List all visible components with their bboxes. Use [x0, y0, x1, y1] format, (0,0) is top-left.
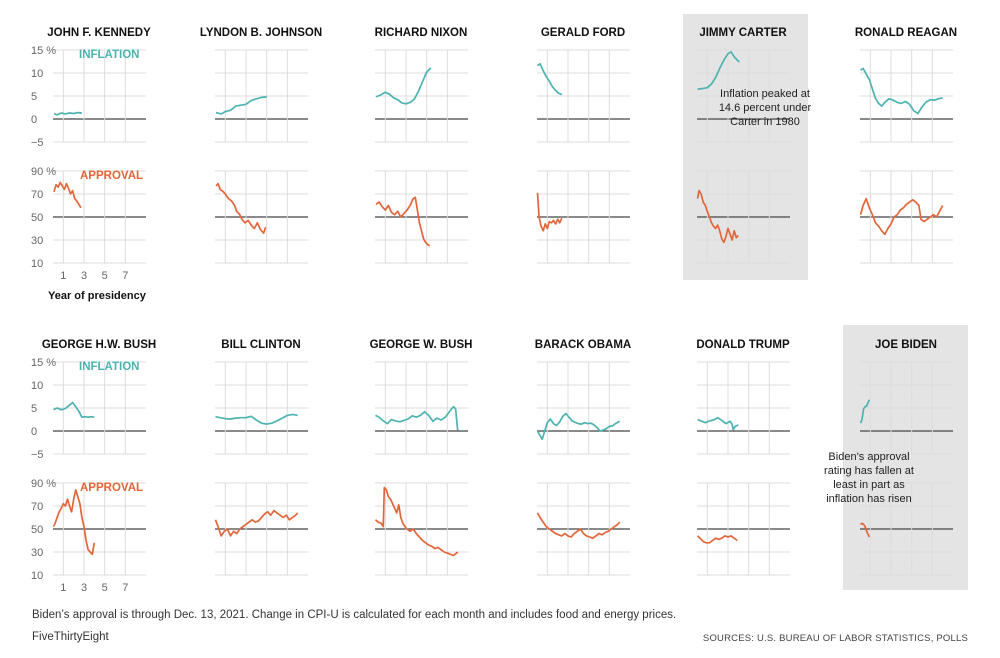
approval-line-joe-biden: [860, 522, 871, 538]
approval-y-tick-label: 70: [31, 501, 43, 513]
president-name-gerald-ford: GERALD FORD: [541, 27, 625, 39]
president-name-ronald-reagan: RONALD REAGAN: [855, 27, 957, 39]
inflation-line-donald-trump: [697, 416, 739, 431]
approval-y-tick-label: 10: [31, 258, 43, 270]
annotation-carter-line: Inflation peaked at: [720, 88, 810, 100]
x-tick-label: 5: [102, 270, 108, 282]
highlight-panel-joe-biden: [843, 325, 968, 590]
inflation-series-label: INFLATION: [79, 49, 139, 61]
inflation-line-ronald-reagan: [860, 67, 943, 115]
inflation-line-gerald-ford: [537, 62, 563, 96]
inflation-y-tick-label: 5: [31, 91, 37, 103]
inflation-y-tick-label: 15 %: [31, 45, 56, 57]
approval-y-tick-label: 30: [31, 547, 43, 559]
inflation-y-tick-label: 10: [31, 380, 43, 392]
approval-y-tick-label: 30: [31, 235, 43, 247]
approval-y-tick-label: 90 %: [31, 166, 56, 178]
president-name-john-f-kennedy: JOHN F. KENNEDY: [47, 27, 151, 39]
inflation-line-richard-nixon: [375, 67, 432, 105]
inflation-y-tick-label: 10: [31, 68, 43, 80]
inflation-line-barack-obama: [536, 412, 621, 441]
x-tick-label: 5: [102, 582, 108, 594]
president-name-barack-obama: BARACK OBAMA: [535, 339, 631, 351]
inflation-y-tick-label: −5: [31, 137, 44, 149]
annotation-biden-line: Biden’s approval: [828, 451, 909, 463]
approval-line-george-h-w-bush: [52, 489, 96, 556]
approval-y-tick-label: 70: [31, 189, 43, 201]
president-name-george-h-w-bush: GEORGE H.W. BUSH: [42, 339, 156, 351]
president-name-joe-biden: JOE BIDEN: [875, 339, 937, 351]
approval-line-gerald-ford: [536, 192, 563, 232]
inflation-y-tick-label: 0: [31, 114, 37, 126]
approval-series-label: APPROVAL: [80, 482, 143, 494]
annotation-biden-line: rating has fallen at: [824, 465, 914, 477]
annotation-carter-line: Carter in 1980: [730, 116, 800, 128]
approval-line-barack-obama: [536, 512, 621, 540]
inflation-y-tick-label: 0: [31, 426, 37, 438]
approval-y-tick-label: 50: [31, 524, 43, 536]
inflation-line-lyndon-b-johnson: [215, 96, 267, 115]
x-tick-label: 7: [122, 270, 128, 282]
approval-line-jimmy-carter: [696, 189, 739, 244]
highlight-panel-jimmy-carter: [683, 14, 808, 280]
approval-line-richard-nixon: [375, 196, 431, 247]
inflation-line-john-f-kennedy: [53, 111, 82, 116]
president-name-bill-clinton: BILL CLINTON: [221, 339, 300, 351]
annotation-carter-line: 14.6 percent under: [719, 102, 812, 114]
footnote: Biden’s approval is through Dec. 13, 202…: [32, 609, 677, 621]
inflation-y-tick-label: 5: [31, 403, 37, 415]
approval-y-tick-label: 90 %: [31, 478, 56, 490]
approval-line-lyndon-b-johnson: [215, 182, 267, 234]
president-name-richard-nixon: RICHARD NIXON: [375, 27, 468, 39]
inflation-line-bill-clinton: [215, 413, 298, 425]
approval-series-label: APPROVAL: [80, 170, 143, 182]
x-tick-label: 7: [122, 582, 128, 594]
x-tick-label: 1: [60, 582, 66, 594]
inflation-line-jimmy-carter: [697, 50, 740, 90]
inflation-y-tick-label: 15 %: [31, 357, 56, 369]
president-name-george-w-bush: GEORGE W. BUSH: [370, 339, 473, 351]
president-name-jimmy-carter: JIMMY CARTER: [699, 27, 787, 39]
approval-line-ronald-reagan: [859, 197, 944, 236]
inflation-line-joe-biden: [859, 399, 871, 424]
president-name-donald-trump: DONALD TRUMP: [696, 339, 790, 351]
source-note: SOURCES: U.S. BUREAU OF LABOR STATISTICS…: [702, 633, 968, 644]
inflation-line-george-h-w-bush: [53, 401, 95, 419]
x-tick-label: 3: [81, 582, 87, 594]
approval-line-john-f-kennedy: [53, 181, 82, 209]
x-axis-title: Year of presidency: [48, 290, 147, 302]
x-tick-label: 3: [81, 270, 87, 282]
inflation-y-tick-label: −5: [31, 449, 44, 461]
approval-y-tick-label: 50: [31, 212, 43, 224]
inflation-line-george-w-bush: [375, 405, 459, 431]
x-tick-label: 1: [60, 270, 66, 282]
brand-logo-text: FiveThirtyEight: [32, 631, 109, 643]
approval-line-donald-trump: [696, 535, 738, 544]
president-name-lyndon-b-johnson: LYNDON B. JOHNSON: [200, 27, 322, 39]
approval-line-bill-clinton: [214, 509, 299, 537]
approval-y-tick-label: 10: [31, 570, 43, 582]
approval-line-george-w-bush: [374, 486, 459, 557]
annotation-biden-line: least in part as: [833, 479, 905, 491]
annotation-biden-line: inflation has risen: [826, 493, 912, 505]
inflation-series-label: INFLATION: [79, 361, 139, 373]
